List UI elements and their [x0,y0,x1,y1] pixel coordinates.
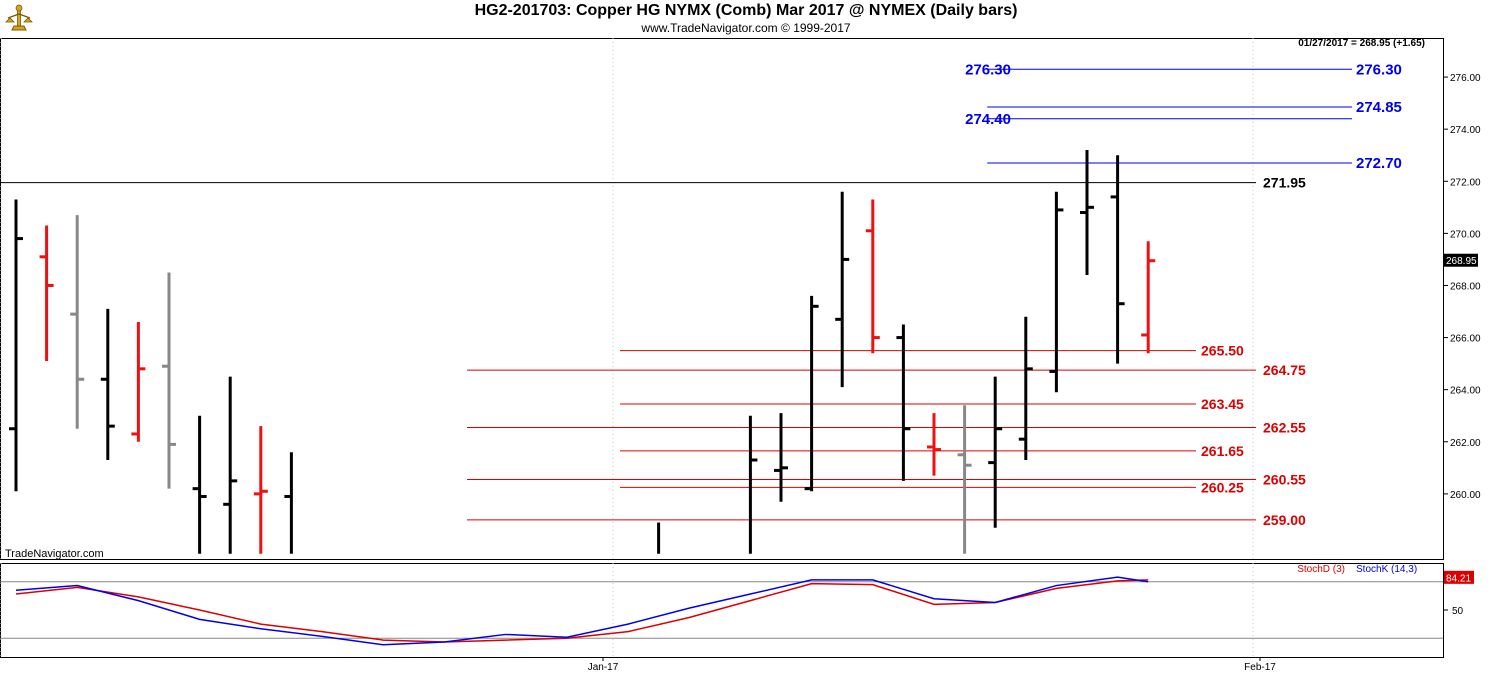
chart-subtitle: www.TradeNavigator.com © 1999-2017 [641,21,851,35]
y-tick-label: 270.00 [1450,229,1481,240]
level-label-right: 262.55 [1263,419,1306,435]
stochastic-panel: StochD (3) StochK (14,3) [0,564,1443,646]
x-tick-label: Feb-17 [1244,662,1276,673]
y-tick-label: 264.00 [1450,386,1481,397]
stoch-series-line[interactable] [15,576,1149,646]
level-label-right: 271.95 [1263,175,1306,191]
level-label-right: 265.50 [1201,343,1244,359]
chart-title: HG2-201703: Copper HG NYMX (Comb) Mar 20… [474,2,1018,19]
level-label-right: 259.00 [1263,512,1306,528]
x-tick-label: Jan-17 [588,662,619,673]
level-label-right: 261.65 [1201,443,1244,459]
level-label-right: 276.30 [1356,61,1402,78]
stoch-series-line[interactable] [15,579,1149,643]
trade-navigator-logo-icon[interactable] [2,2,36,34]
level-label-left: 276.30 [965,61,1011,78]
y-tick-label: 276.00 [1450,73,1481,84]
level-label-right: 260.55 [1263,472,1306,488]
level-label-right: 263.45 [1201,396,1244,412]
price-levels: 276.30 276.30 274.85 274.40 272.70 271.95 265.… [0,61,1402,528]
axes: 260.00 262.00 264.00 266.00 268.00 270.00 272.… [588,73,1481,673]
level-label-right: 260.25 [1201,479,1244,495]
title-bar: HG2-201703: Copper HG NYMX (Comb) Mar 20… [0,0,1492,38]
last-price-badge [1444,253,1478,267]
y-tick-label: 260.00 [1450,490,1481,501]
y-tick-label: 272.00 [1450,177,1481,188]
stoch-last-label: 84.21 [1446,573,1471,584]
stoch-panel-frame [0,563,1444,658]
stoch-y-tick-label: 50 [1452,606,1464,617]
y-tick-label: 262.00 [1450,438,1481,449]
y-tick-label: 274.00 [1450,125,1481,136]
stoch-legend-k: StochK (14,3) [1356,564,1417,575]
y-tick-label: 266.00 [1450,334,1481,345]
last-price-label: 268.95 [1446,256,1477,267]
level-label-left: 274.40 [965,111,1011,128]
stoch-last-badge [1444,570,1474,584]
level-label-right: 272.70 [1356,155,1402,172]
last-info-text: 01/27/2017 = 268.95 (+1.65) [1298,38,1425,49]
price-bars [9,150,1156,554]
watermark-text: TradeNavigator.com [5,548,104,560]
level-label-right: 264.75 [1263,362,1306,378]
level-label-right: 274.85 [1356,99,1402,116]
y-tick-label: 268.00 [1450,281,1481,292]
stoch-legend-d: StochD (3) [1297,564,1345,575]
